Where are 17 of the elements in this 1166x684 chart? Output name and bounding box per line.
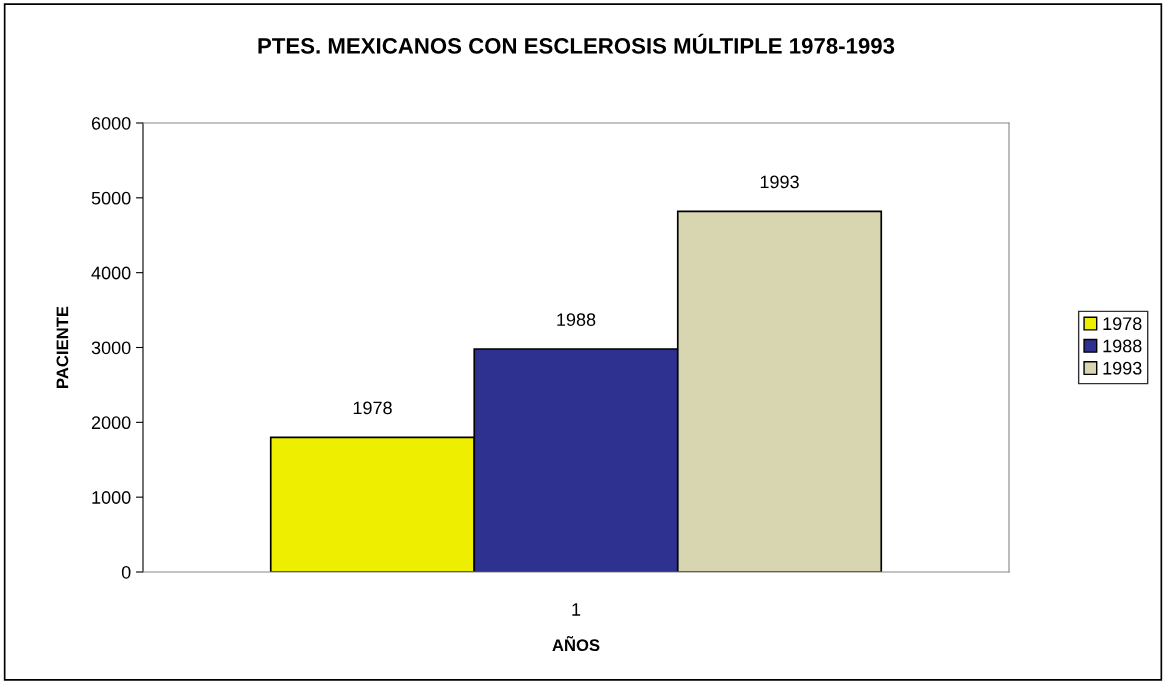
y-tick-label: 6000 bbox=[91, 116, 131, 130]
y-tick-label: 0 bbox=[121, 565, 131, 579]
legend-label: 1993 bbox=[1103, 361, 1142, 375]
legend-label: 1978 bbox=[1103, 317, 1142, 331]
y-tick-label: 5000 bbox=[91, 191, 131, 205]
x-tick-label: 1 bbox=[572, 603, 581, 616]
y-tick-label: 1000 bbox=[92, 491, 131, 504]
y-axis-title: PACIENTE bbox=[56, 306, 69, 388]
chart-title: PTES. MEXICANOS CON ESCLEROSIS MÚLTIPLE 1978-1993 bbox=[258, 33, 895, 54]
y-tick-label: 3000 bbox=[91, 341, 131, 355]
text: 1978 bbox=[353, 401, 392, 415]
text: 1993 bbox=[760, 175, 799, 189]
text: 1988 bbox=[557, 313, 596, 326]
y-tick-label: 4000 bbox=[91, 266, 131, 280]
y-tick-label: 2000 bbox=[91, 416, 131, 430]
x-axis-title: AÑOS bbox=[552, 636, 600, 652]
legend-label: 1988 bbox=[1103, 339, 1142, 353]
